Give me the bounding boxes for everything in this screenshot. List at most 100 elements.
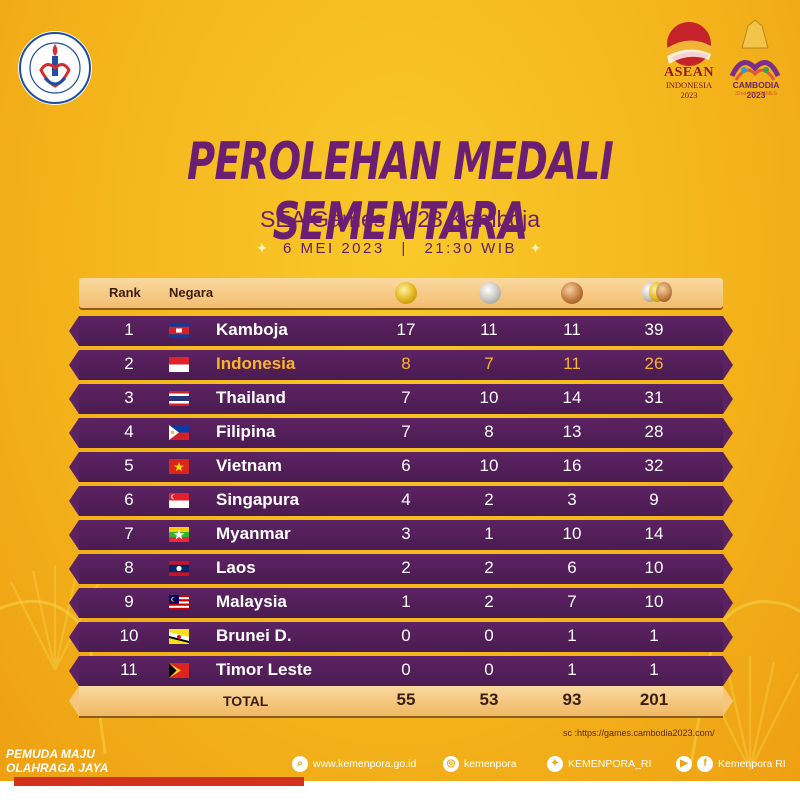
twitter-text: KEMENPORA_RI (568, 758, 652, 770)
gold-count: 0 (401, 626, 411, 645)
rank-cell: 3 (124, 388, 134, 407)
table-row: 8 Laos 2 2 6 10 (69, 554, 733, 584)
table-header: Rank Negara (79, 278, 723, 308)
column-country-label: Negara (169, 285, 214, 300)
country-name: Brunei D. (216, 626, 292, 645)
gold-count: 1 (401, 592, 411, 611)
flag-icon (169, 663, 189, 678)
date-text: 6 MEI 2023 (282, 240, 385, 257)
total-silver: 53 (479, 690, 499, 709)
silver-count: 7 (484, 354, 494, 373)
sparkle-icon: ✦ (256, 240, 271, 256)
gold-count: 6 (401, 456, 411, 475)
sea-games-cambodia-logo (729, 19, 781, 81)
rank-cell: 6 (124, 490, 134, 509)
flag-icon (169, 527, 189, 542)
slogan: PEMUDA MAJU OLAHRAGA JAYA (6, 747, 108, 775)
total-count: 31 (644, 388, 664, 407)
bronze-count: 1 (567, 660, 577, 679)
flag-icon (169, 391, 189, 406)
country-name: Filipina (216, 422, 276, 441)
gold-count: 7 (401, 388, 411, 407)
silver-count: 2 (484, 592, 494, 611)
total-medals-icon (642, 282, 672, 304)
bronze-count: 11 (563, 320, 581, 339)
instagram-icon: ◎ (443, 756, 459, 772)
time-text: 21:30 WIB (424, 240, 517, 257)
silver-count: 1 (484, 524, 494, 543)
table-row: 11 Timor Leste 0 0 1 1 (69, 656, 733, 686)
rank-cell: 2 (124, 354, 134, 373)
country-name: Thailand (216, 388, 286, 407)
total-count: 39 (644, 320, 664, 339)
silver-count: 10 (479, 388, 499, 407)
silver-count: 11 (480, 320, 498, 339)
country-name: Malaysia (216, 592, 287, 611)
silver-count: 0 (484, 660, 494, 679)
asean-logo-country: INDONESIA (665, 80, 713, 90)
rank-cell: 8 (124, 558, 134, 577)
rank-cell: 9 (124, 592, 134, 611)
total-all: 201 (639, 690, 669, 709)
table-row: 3 Thailand 7 10 14 31 (69, 384, 733, 414)
total-bronze: 93 (562, 690, 582, 709)
date-time-line: ✦ 6 MEI 2023 | 21:30 WIB ✦ (0, 240, 800, 257)
total-label: TOTAL (223, 693, 269, 709)
country-name: Indonesia (216, 354, 296, 373)
country-name: Kamboja (216, 320, 288, 339)
asean-logo-subtitle: INDONESIA 2023 (660, 80, 718, 100)
flag-icon (169, 629, 189, 644)
column-rank-label: Rank (109, 285, 141, 300)
bronze-count: 7 (567, 592, 577, 611)
gold-count: 8 (401, 354, 411, 373)
source-note: sc :https://games.cambodia2023.com/ (563, 728, 715, 738)
website-text: www.kemenpora.go.id (313, 758, 417, 770)
gold-count: 17 (396, 320, 416, 339)
silver-medal-icon (479, 282, 501, 304)
table-row: 5 Vietnam 6 10 16 32 (69, 452, 733, 482)
asean-logo-year: 2023 (680, 90, 698, 100)
bronze-count: 3 (567, 490, 577, 509)
sparkle-icon: ✦ (529, 240, 544, 256)
kemenpora-logo (18, 31, 92, 105)
rank-cell: 10 (119, 626, 139, 645)
total-count: 10 (644, 592, 664, 611)
gold-count: 3 (401, 524, 411, 543)
gold-count: 0 (401, 660, 411, 679)
instagram-link[interactable]: ◎ kemenpora (443, 756, 517, 772)
bronze-count: 1 (567, 626, 577, 645)
gold-count: 7 (401, 422, 411, 441)
poster-title: PEROLEHAN MEDALI SEMENTARA (187, 132, 614, 252)
asean-indonesia-logo (667, 22, 711, 66)
gold-count: 4 (401, 490, 411, 509)
total-count: 10 (644, 558, 664, 577)
table-row: 10 Brunei D. 0 0 1 1 (69, 622, 733, 652)
slogan-line-1: PEMUDA MAJU (6, 747, 95, 761)
gold-count: 2 (401, 558, 411, 577)
bronze-medal-icon (561, 282, 583, 304)
search-icon: ⌕ (292, 756, 308, 772)
table-row: 4 Filipina 7 8 13 28 (69, 418, 733, 448)
rank-cell: 4 (124, 422, 134, 441)
country-name: Vietnam (216, 456, 282, 475)
facebook-link[interactable]: ▶ f Kemenpora RI (676, 756, 786, 772)
bronze-count: 16 (562, 456, 582, 475)
facebook-icon: f (697, 756, 713, 772)
rank-cell: 1 (124, 320, 134, 339)
rank-cell: 5 (124, 456, 134, 475)
table-row: 1 Kamboja 17 11 11 39 (69, 316, 733, 346)
total-row: TOTAL 55 53 93 201 (69, 686, 733, 716)
flag-icon (169, 595, 189, 610)
twitter-link[interactable]: ✦ KEMENPORA_RI (547, 756, 651, 772)
bronze-count: 13 (562, 422, 582, 441)
rank-cell: 11 (120, 660, 138, 679)
slogan-line-2: OLAHRAGA JAYA (6, 761, 109, 775)
website-link[interactable]: ⌕ www.kemenpora.go.id (292, 756, 416, 772)
bronze-count: 6 (567, 558, 577, 577)
facebook-text: Kemenpora RI (718, 758, 786, 770)
asean-logo-title: ASEAN (664, 65, 714, 80)
gold-medal-icon (395, 282, 417, 304)
flag-icon (169, 323, 189, 338)
footer-red-stripe (14, 777, 304, 786)
